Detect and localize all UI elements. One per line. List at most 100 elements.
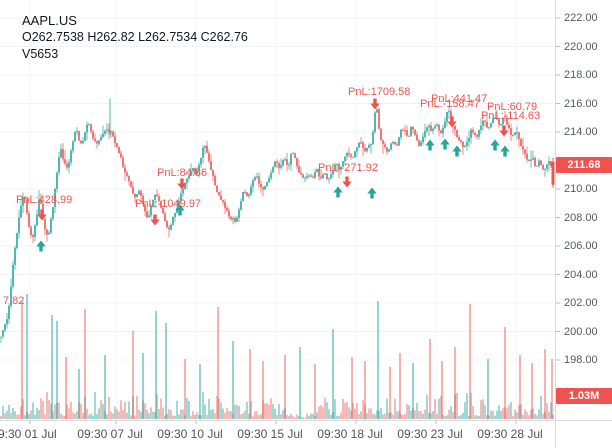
volume-bar (190, 415, 192, 419)
candle-body (478, 129, 480, 137)
volume-bar (264, 403, 266, 419)
candle-body (220, 195, 222, 200)
volume-bar (108, 396, 110, 419)
buy-arrow-icon (490, 139, 500, 151)
volume-bar (140, 411, 142, 419)
candle-body (322, 174, 324, 179)
candle-body (114, 136, 116, 144)
candle-body (448, 111, 450, 113)
candle-body (364, 147, 366, 152)
volume-bar (518, 405, 520, 419)
time-axis[interactable]: 09:30 01 Jul 09:30 07 Jul 09:30 10 Jul 09:3… (0, 421, 556, 448)
volume-bar (464, 402, 466, 419)
buy-arrow-icon (425, 139, 435, 151)
candle-body (450, 111, 452, 122)
volume-bar (436, 414, 438, 419)
candle-body (272, 167, 274, 173)
volume-bar (170, 410, 172, 419)
candle-body (82, 140, 84, 144)
time-tick-label: 09:30 07 Jul (77, 427, 143, 441)
candle-body (530, 159, 532, 162)
candle-body (212, 169, 214, 176)
volume-bar (320, 405, 322, 419)
volume-bar (444, 415, 446, 419)
volume-bar (456, 392, 458, 419)
volume-bar (360, 411, 362, 419)
volume-bar (240, 414, 242, 419)
candle-body (90, 124, 92, 132)
candle-body (28, 213, 30, 227)
candle-body (416, 134, 418, 141)
volume-bar (58, 402, 60, 419)
candle-body (12, 264, 14, 287)
candle-body (484, 120, 486, 122)
volume-bar (122, 409, 124, 419)
volume-bar (100, 400, 102, 419)
candle-body (110, 131, 112, 133)
volume-bar (500, 410, 502, 419)
candle-body (210, 161, 212, 170)
volume-bar (534, 414, 536, 419)
volume-spike (217, 307, 219, 419)
sell-arrow-icon (499, 125, 509, 137)
volume-bar (154, 411, 156, 419)
volume-bar (356, 403, 358, 419)
candle-body (2, 330, 4, 337)
price-tick-label: 210.00 (564, 183, 598, 195)
volume-bar (468, 415, 470, 419)
volume-bar (490, 410, 492, 419)
volume-bar (106, 414, 108, 419)
volume-bar (94, 391, 96, 419)
volume-bar (134, 415, 136, 419)
volume-spike (377, 301, 379, 419)
volume-bar (46, 392, 48, 419)
candle-body (224, 201, 226, 209)
candle-body (274, 161, 276, 168)
candle-body (504, 117, 506, 119)
volume-spike (544, 349, 546, 419)
candle-body (464, 145, 466, 148)
volume-spike (249, 349, 251, 419)
candle-body (234, 218, 236, 222)
volume-bar (542, 413, 544, 419)
candle-body (446, 111, 448, 122)
volume-bar (86, 408, 88, 419)
volume-bar (358, 414, 360, 419)
volume-bar (516, 412, 518, 419)
volume-bar (4, 412, 6, 419)
volume-spike (531, 363, 533, 419)
price-tick-label: 206.00 (564, 240, 598, 252)
candle-body (466, 141, 468, 146)
volume-bar (144, 403, 146, 419)
candle-body (546, 164, 548, 169)
candle-body (252, 180, 254, 187)
volume-bar (66, 404, 68, 419)
candle-body (408, 135, 410, 137)
candle-body (238, 209, 240, 218)
time-tick-label: 09:30 01 Jul (0, 427, 57, 441)
candle-body (532, 158, 534, 160)
volume-badge: 1.03M (556, 388, 612, 404)
volume-spike (232, 341, 234, 419)
volume-bar (64, 415, 66, 419)
volume-bar (460, 415, 462, 419)
candle-body (184, 182, 186, 190)
candle-body (290, 153, 292, 165)
candle-body (218, 192, 220, 196)
volume-bar (328, 409, 330, 419)
buy-arrow-icon (333, 186, 343, 198)
volume-bar (366, 413, 368, 419)
volume-bar (42, 400, 44, 419)
candle-body (398, 137, 400, 146)
candle-body (296, 158, 298, 167)
volume-bar (174, 415, 176, 419)
volume-bar (362, 399, 364, 419)
candle-body (168, 227, 170, 230)
candle-body (540, 160, 542, 165)
candle-body (548, 161, 550, 165)
candle-body (392, 142, 394, 144)
candle-body (250, 186, 252, 195)
